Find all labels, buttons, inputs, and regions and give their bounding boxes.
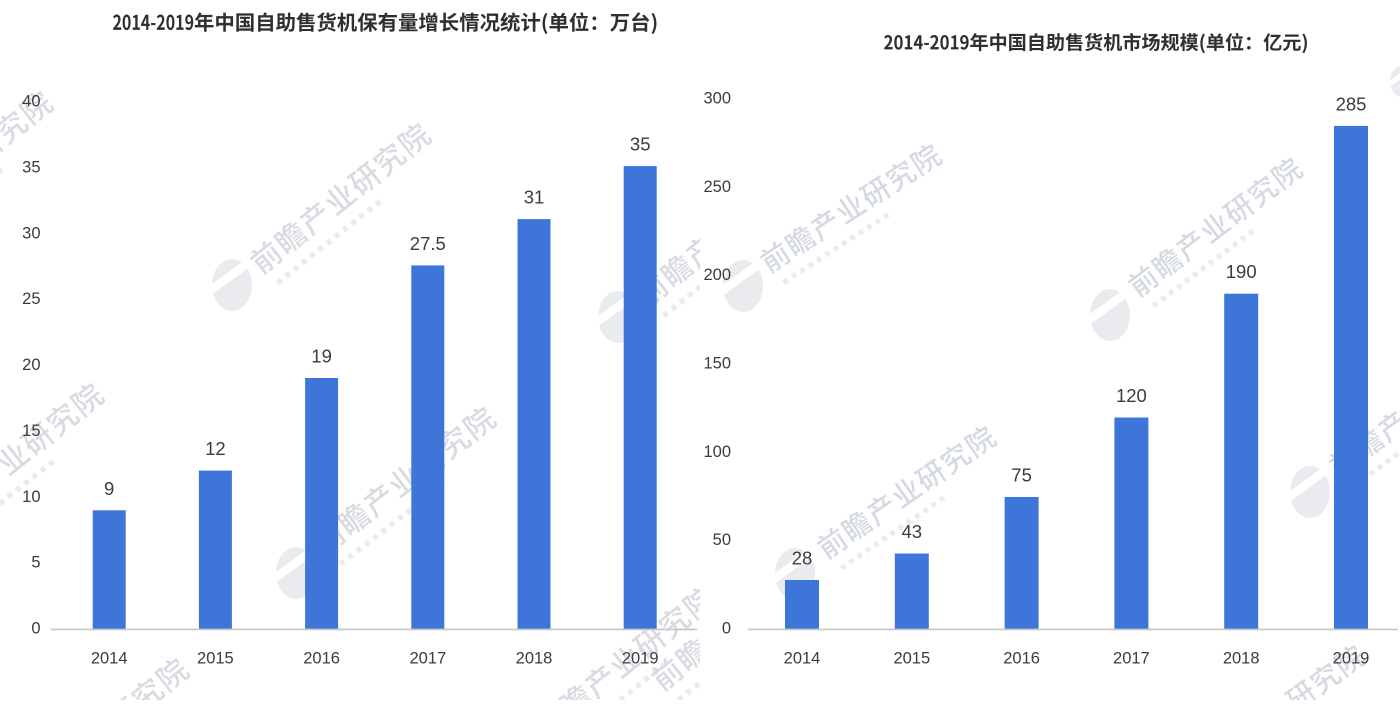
svg-text:40: 40 xyxy=(22,93,40,111)
svg-text:150: 150 xyxy=(703,355,731,373)
svg-text:2019: 2019 xyxy=(622,650,659,668)
svg-text:15: 15 xyxy=(22,422,40,440)
svg-text:35: 35 xyxy=(22,158,40,176)
svg-text:10: 10 xyxy=(22,488,40,506)
svg-text:2014: 2014 xyxy=(784,650,821,668)
svg-text:2014: 2014 xyxy=(91,650,128,668)
svg-text:2015: 2015 xyxy=(893,650,930,668)
svg-text:75: 75 xyxy=(1011,465,1032,486)
svg-text:28: 28 xyxy=(792,548,813,569)
svg-text:43: 43 xyxy=(902,521,923,542)
svg-text:120: 120 xyxy=(1116,385,1147,406)
svg-text:250: 250 xyxy=(703,178,731,196)
svg-text:0: 0 xyxy=(722,620,731,638)
svg-text:5: 5 xyxy=(31,554,40,572)
svg-text:12: 12 xyxy=(205,438,226,459)
svg-text:2019: 2019 xyxy=(1333,650,1370,668)
svg-text:2018: 2018 xyxy=(516,650,553,668)
svg-text:200: 200 xyxy=(703,266,731,284)
svg-text:35: 35 xyxy=(630,134,651,155)
svg-text:300: 300 xyxy=(703,90,731,108)
svg-text:2018: 2018 xyxy=(1223,650,1260,668)
svg-text:27.5: 27.5 xyxy=(410,233,446,254)
svg-text:285: 285 xyxy=(1336,93,1367,114)
svg-text:2017: 2017 xyxy=(409,650,446,668)
svg-text:2015: 2015 xyxy=(197,650,234,668)
svg-text:50: 50 xyxy=(713,531,731,549)
svg-text:2017: 2017 xyxy=(1113,650,1150,668)
svg-text:30: 30 xyxy=(22,224,40,242)
svg-text:2016: 2016 xyxy=(303,650,340,668)
svg-text:19: 19 xyxy=(311,346,332,367)
svg-text:0: 0 xyxy=(31,620,40,638)
svg-text:20: 20 xyxy=(22,356,40,374)
svg-text:31: 31 xyxy=(524,187,545,208)
svg-text:2016: 2016 xyxy=(1003,650,1040,668)
svg-text:9: 9 xyxy=(104,478,114,499)
svg-text:100: 100 xyxy=(703,443,731,461)
svg-text:25: 25 xyxy=(22,290,40,308)
svg-text:190: 190 xyxy=(1226,261,1257,282)
